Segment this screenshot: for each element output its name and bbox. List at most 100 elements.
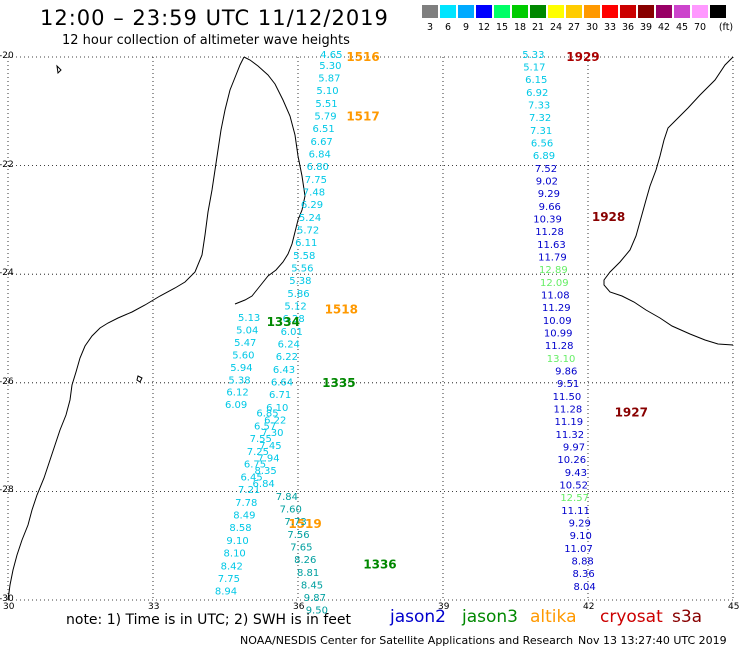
swh-value: 6.09	[225, 400, 247, 411]
scale-swatch	[656, 5, 672, 18]
swh-value: 9.87	[304, 593, 326, 604]
swh-value: 7.94	[257, 454, 279, 465]
altimeter-tracks: 4.655.305.875.105.515.796.516.676.846.80…	[215, 50, 648, 617]
swh-value: 5.87	[318, 73, 340, 84]
scale-swatch	[638, 5, 654, 18]
scale-label: 9	[462, 22, 470, 33]
swh-value: 7.65	[290, 543, 312, 554]
scale-label: 70	[693, 22, 707, 33]
swh-value: 8.45	[301, 581, 323, 592]
swh-value: 5.56	[291, 263, 313, 274]
swh-value: 5.94	[230, 363, 252, 374]
swh-value: 8.10	[224, 549, 246, 560]
swh-value: 8.36	[573, 569, 595, 580]
swh-value: 7.25	[247, 447, 269, 458]
swh-value: 10.39	[533, 215, 562, 226]
swh-value: 7.78	[235, 498, 257, 509]
scale-label: 3	[426, 22, 434, 33]
swh-value: 11.11	[561, 506, 590, 517]
swh-value: 13.10	[547, 354, 576, 365]
scale-swatch	[494, 5, 510, 18]
scale-swatch	[422, 5, 438, 18]
scale-label: 42	[657, 22, 671, 33]
swh-value: 5.17	[523, 63, 545, 74]
swh-value: 6.67	[311, 137, 333, 148]
lat-tick-label: -30	[0, 594, 14, 604]
track-pass-label: 1516	[346, 50, 379, 64]
swh-value: 10.26	[557, 455, 586, 466]
swh-value: 6.89	[533, 151, 555, 162]
track-pass-label: 1928	[592, 210, 625, 224]
swh-value: 11.28	[535, 227, 564, 238]
swh-value: 6.24	[278, 340, 300, 351]
swh-value: 7.30	[261, 428, 283, 439]
satellite-legend-item: jason3	[462, 607, 518, 627]
swh-value: 9.29	[538, 189, 560, 200]
swh-value: 11.29	[542, 303, 571, 314]
swh-value: 5.33	[522, 50, 544, 61]
track-pass-label: 1929	[566, 50, 599, 64]
swh-value: 8.88	[572, 557, 594, 568]
lon-tick-label: 39	[438, 602, 450, 612]
scale-label: 15	[495, 22, 509, 33]
swh-value: 7.48	[303, 187, 325, 198]
swh-value: 8.42	[221, 562, 243, 573]
track-pass-label: 1334	[267, 315, 300, 329]
lon-tick-label: 42	[583, 602, 595, 612]
scale-swatch	[710, 5, 726, 18]
scale-unit: (ft)	[718, 22, 734, 33]
swh-value: 12.09	[540, 278, 569, 289]
swh-value: 12.89	[539, 265, 568, 276]
swh-value: 9.51	[557, 379, 579, 390]
scale-swatch	[692, 5, 708, 18]
swh-value: 7.75	[218, 574, 240, 585]
swh-value: 7.52	[535, 164, 557, 175]
swh-value: 5.79	[314, 111, 336, 122]
lat-tick-label: -28	[0, 485, 14, 496]
swh-value: 7.21	[238, 485, 260, 496]
lat-tick-label: -26	[0, 376, 14, 387]
scale-label: 30	[585, 22, 599, 33]
swh-value: 6.51	[312, 124, 334, 135]
page-title: 12:00 – 23:59 UTC 11/12/2019	[40, 6, 389, 30]
swh-value: 6.43	[273, 365, 295, 376]
lon-tick-label: 45	[728, 602, 740, 612]
swh-value: 5.38	[228, 375, 250, 386]
swh-value: 5.72	[297, 225, 319, 236]
swh-value: 9.50	[306, 606, 328, 617]
scale-swatch	[458, 5, 474, 18]
coastline-madagascar	[603, 56, 734, 346]
swh-value: 7.84	[276, 492, 298, 503]
scale-swatch	[566, 5, 582, 18]
swh-value: 5.86	[287, 289, 309, 300]
swh-value: 6.84	[253, 479, 275, 490]
scale-swatch	[584, 5, 600, 18]
scale-swatch	[530, 5, 546, 18]
swh-value: 4.65	[320, 50, 342, 61]
scale-label: 36	[621, 22, 635, 33]
satellite-legend-item: jason2	[390, 607, 446, 627]
scale-swatch	[620, 5, 636, 18]
page-subtitle: 12 hour collection of altimeter wave hei…	[62, 33, 350, 48]
swh-value: 5.13	[238, 313, 260, 324]
lat-tick-label: -22	[0, 159, 14, 170]
scale-swatch	[476, 5, 492, 18]
scale-swatch	[602, 5, 618, 18]
swh-value: 7.73	[284, 517, 306, 528]
swh-value: 8.58	[229, 523, 251, 534]
footer-note: note: 1) Time is in UTC; 2) SWH is in fe…	[66, 612, 352, 628]
swh-value: 7.56	[287, 530, 309, 541]
scale-label: 18	[513, 22, 527, 33]
swh-value: 12.57	[560, 493, 589, 504]
swh-value: 5.30	[319, 61, 341, 72]
swh-value: 5.60	[232, 350, 254, 361]
swh-value: 11.19	[555, 417, 584, 428]
scale-label: 27	[567, 22, 581, 33]
swh-value: 9.97	[563, 443, 585, 454]
swh-value: 5.47	[234, 338, 256, 349]
swh-value: 6.22	[276, 352, 298, 363]
scale-swatch	[674, 5, 690, 18]
scale-swatch	[440, 5, 456, 18]
lat-tick-label: -20	[0, 51, 14, 61]
swh-value: 7.75	[305, 175, 327, 186]
